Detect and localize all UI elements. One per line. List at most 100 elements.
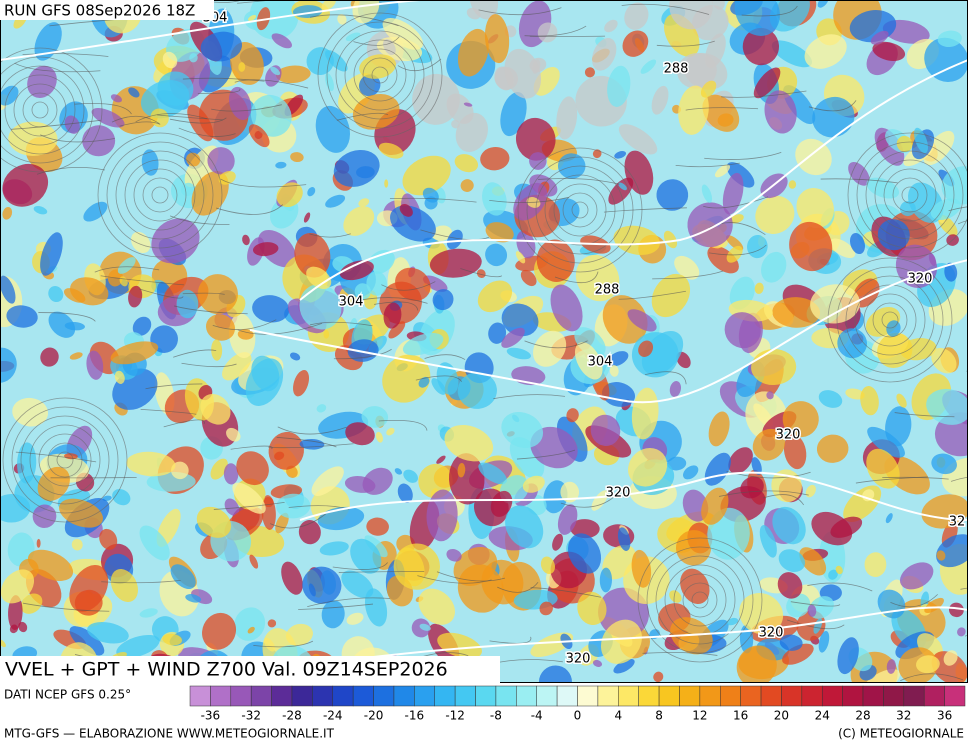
field-blob — [896, 135, 913, 152]
field-blob — [667, 456, 687, 471]
colorbar-swatch — [597, 685, 619, 707]
streamline — [115, 150, 205, 240]
contour-label: 320 — [606, 486, 631, 501]
field-blob — [811, 511, 853, 546]
field-blob — [48, 311, 76, 338]
field-blob — [359, 74, 381, 97]
field-blob — [403, 469, 418, 483]
streamline — [762, 494, 805, 506]
field-blob — [759, 525, 777, 558]
field-blob — [395, 267, 431, 301]
field-blob — [874, 127, 905, 166]
field-blob — [602, 295, 648, 344]
field-blob — [245, 358, 284, 406]
colorbar-swatch — [536, 685, 558, 707]
streamline — [22, 602, 110, 612]
streamline — [20, 415, 110, 505]
field-blob — [224, 498, 240, 516]
field-blob — [779, 634, 803, 651]
streamline — [333, 348, 392, 360]
streamline — [237, 0, 274, 4]
field-blob — [618, 124, 658, 155]
field-blob — [916, 655, 940, 674]
field-blob — [352, 0, 380, 24]
streamline — [310, 321, 373, 327]
field-blob — [937, 30, 962, 48]
field-blob — [818, 390, 843, 408]
colorbar-swatch — [903, 685, 925, 707]
field-blob — [786, 593, 811, 618]
field-blob — [211, 339, 223, 361]
field-blob — [678, 85, 709, 135]
field-blob — [590, 414, 621, 446]
colorbar-swatch — [720, 685, 741, 707]
field-blob — [795, 138, 832, 176]
field-blob — [557, 504, 578, 535]
field-blob — [627, 309, 657, 332]
streamline — [211, 104, 282, 112]
field-blob — [653, 671, 664, 683]
field-blob — [570, 519, 600, 539]
streamline — [894, 412, 955, 418]
field-blob — [86, 350, 104, 380]
colorbar-swatch — [291, 685, 313, 707]
streamline — [253, 640, 314, 648]
field-blob — [337, 14, 347, 25]
colorbar-tick-label: -12 — [445, 709, 465, 723]
field-blob — [248, 124, 270, 148]
streamline — [872, 302, 908, 338]
field-blob — [361, 406, 389, 428]
field-blob — [538, 665, 572, 683]
streamline — [181, 362, 237, 368]
field-blob — [437, 632, 482, 659]
field-blob — [185, 594, 202, 603]
field-blob — [267, 619, 277, 628]
colorbar-swatch — [760, 685, 782, 707]
field-blob — [69, 626, 105, 656]
field-blob — [27, 65, 57, 98]
contour-label: 320 — [908, 272, 933, 287]
field-blob — [828, 569, 838, 580]
streamline — [420, 229, 490, 241]
streamline — [307, 597, 391, 608]
field-blob — [771, 40, 813, 68]
field-blob — [867, 426, 905, 458]
field-blob — [281, 561, 303, 595]
colorbar-tick-label: 20 — [774, 709, 789, 723]
field-blob — [350, 538, 382, 574]
field-blob — [418, 588, 456, 625]
streamline — [890, 594, 938, 608]
field-blob — [516, 230, 536, 259]
colorbar-tick-label: 4 — [614, 709, 622, 723]
field-blob — [617, 527, 631, 551]
field-blob — [388, 321, 406, 339]
field-blob — [316, 404, 327, 413]
field-blob — [477, 280, 513, 313]
streamline — [820, 178, 898, 184]
streamline — [268, 443, 354, 449]
field-blob — [250, 94, 292, 137]
field-blob — [419, 623, 431, 631]
colorbar-tick-label: 36 — [937, 709, 952, 723]
field-blob — [845, 388, 865, 400]
field-blob — [197, 274, 238, 315]
field-blob — [345, 32, 361, 42]
field-blob — [754, 282, 764, 294]
field-blob — [114, 370, 125, 384]
field-blob — [116, 634, 160, 659]
streamline — [29, 424, 101, 496]
streamline — [197, 88, 241, 94]
field-blob — [669, 0, 713, 30]
streamline — [524, 340, 588, 349]
streamline — [97, 132, 223, 258]
field-blob — [488, 322, 507, 344]
contour-label: 288 — [595, 283, 620, 298]
field-blob — [515, 117, 556, 161]
streamline — [637, 537, 763, 663]
field-blob — [48, 286, 64, 303]
colorbar-swatch — [352, 685, 374, 707]
field-blob — [418, 376, 430, 388]
field-blob — [533, 330, 567, 367]
streamline — [571, 201, 589, 219]
